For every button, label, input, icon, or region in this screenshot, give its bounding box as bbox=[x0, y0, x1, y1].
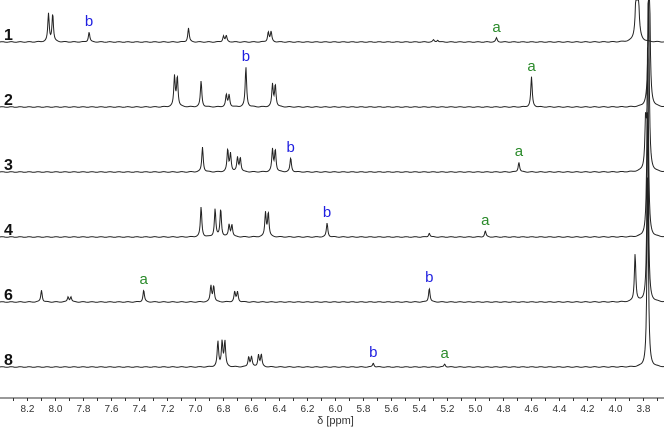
x-tick-label: 8.2 bbox=[21, 404, 35, 415]
series-label-4: 4 bbox=[4, 222, 13, 239]
x-tick-label: 4.2 bbox=[581, 404, 595, 415]
x-tick-label: 7.0 bbox=[189, 404, 203, 415]
peak-label-b: b bbox=[425, 269, 433, 286]
x-tick-label: 6.6 bbox=[245, 404, 259, 415]
series-label-2: 2 bbox=[4, 92, 13, 109]
x-tick-label: 4.8 bbox=[497, 404, 511, 415]
peak-label-b: b bbox=[323, 204, 331, 221]
x-tick-label: 3.8 bbox=[637, 404, 651, 415]
spectrum-4: 4 b a bbox=[0, 47, 664, 239]
x-tick-label: 5.6 bbox=[385, 404, 399, 415]
peak-label-a: a bbox=[527, 58, 536, 75]
series-label-3: 3 bbox=[4, 157, 13, 174]
spectrum-trace-1 bbox=[0, 0, 664, 43]
peak-label-a: a bbox=[515, 143, 524, 160]
spectrum-trace-8 bbox=[0, 177, 664, 368]
x-tick-label: 6.8 bbox=[217, 404, 231, 415]
series-label-6: 6 bbox=[4, 287, 13, 304]
spectrum-trace-2 bbox=[0, 0, 664, 108]
x-tick-label: 5.4 bbox=[413, 404, 427, 415]
spectrum-1: 1 b a bbox=[0, 0, 664, 44]
x-axis-label: δ [ppm] bbox=[317, 415, 354, 427]
x-tick-label: 7.4 bbox=[133, 404, 147, 415]
x-tick-label: 4.6 bbox=[525, 404, 539, 415]
x-tick-label: 7.2 bbox=[161, 404, 175, 415]
peak-label-a: a bbox=[441, 345, 450, 362]
peak-label-b: b bbox=[242, 48, 250, 65]
x-tick-label: 6.0 bbox=[329, 404, 343, 415]
spectrum-2: 2 b a bbox=[0, 0, 664, 109]
peak-label-a: a bbox=[140, 271, 149, 288]
x-tick-label: 7.6 bbox=[105, 404, 119, 415]
series-label-1: 1 bbox=[4, 27, 13, 44]
spectrum-trace-6 bbox=[0, 112, 664, 303]
x-tick-label: 6.2 bbox=[301, 404, 315, 415]
spectrum-trace-4 bbox=[0, 47, 664, 238]
x-tick-label: 5.8 bbox=[357, 404, 371, 415]
peak-label-b: b bbox=[85, 13, 93, 30]
x-tick-label: 6.4 bbox=[273, 404, 287, 415]
peak-label-a: a bbox=[481, 212, 490, 229]
x-tick-label: 5.0 bbox=[469, 404, 483, 415]
spectrum-8: 8 b a bbox=[0, 177, 664, 369]
x-tick-label: 4.0 bbox=[609, 404, 623, 415]
x-tick-label: 8.0 bbox=[49, 404, 63, 415]
x-tick-label: 5.2 bbox=[441, 404, 455, 415]
spectrum-trace-3 bbox=[0, 0, 664, 173]
spectrum-3: 3 b a bbox=[0, 0, 664, 174]
x-tick-label: 4.4 bbox=[553, 404, 567, 415]
series-label-8: 8 bbox=[4, 352, 13, 369]
peak-label-b: b bbox=[287, 139, 295, 156]
peak-label-b: b bbox=[369, 344, 377, 361]
x-tick-label: 7.8 bbox=[77, 404, 91, 415]
spectrum-6: 6 a b bbox=[0, 112, 664, 304]
peak-label-a: a bbox=[492, 19, 501, 36]
